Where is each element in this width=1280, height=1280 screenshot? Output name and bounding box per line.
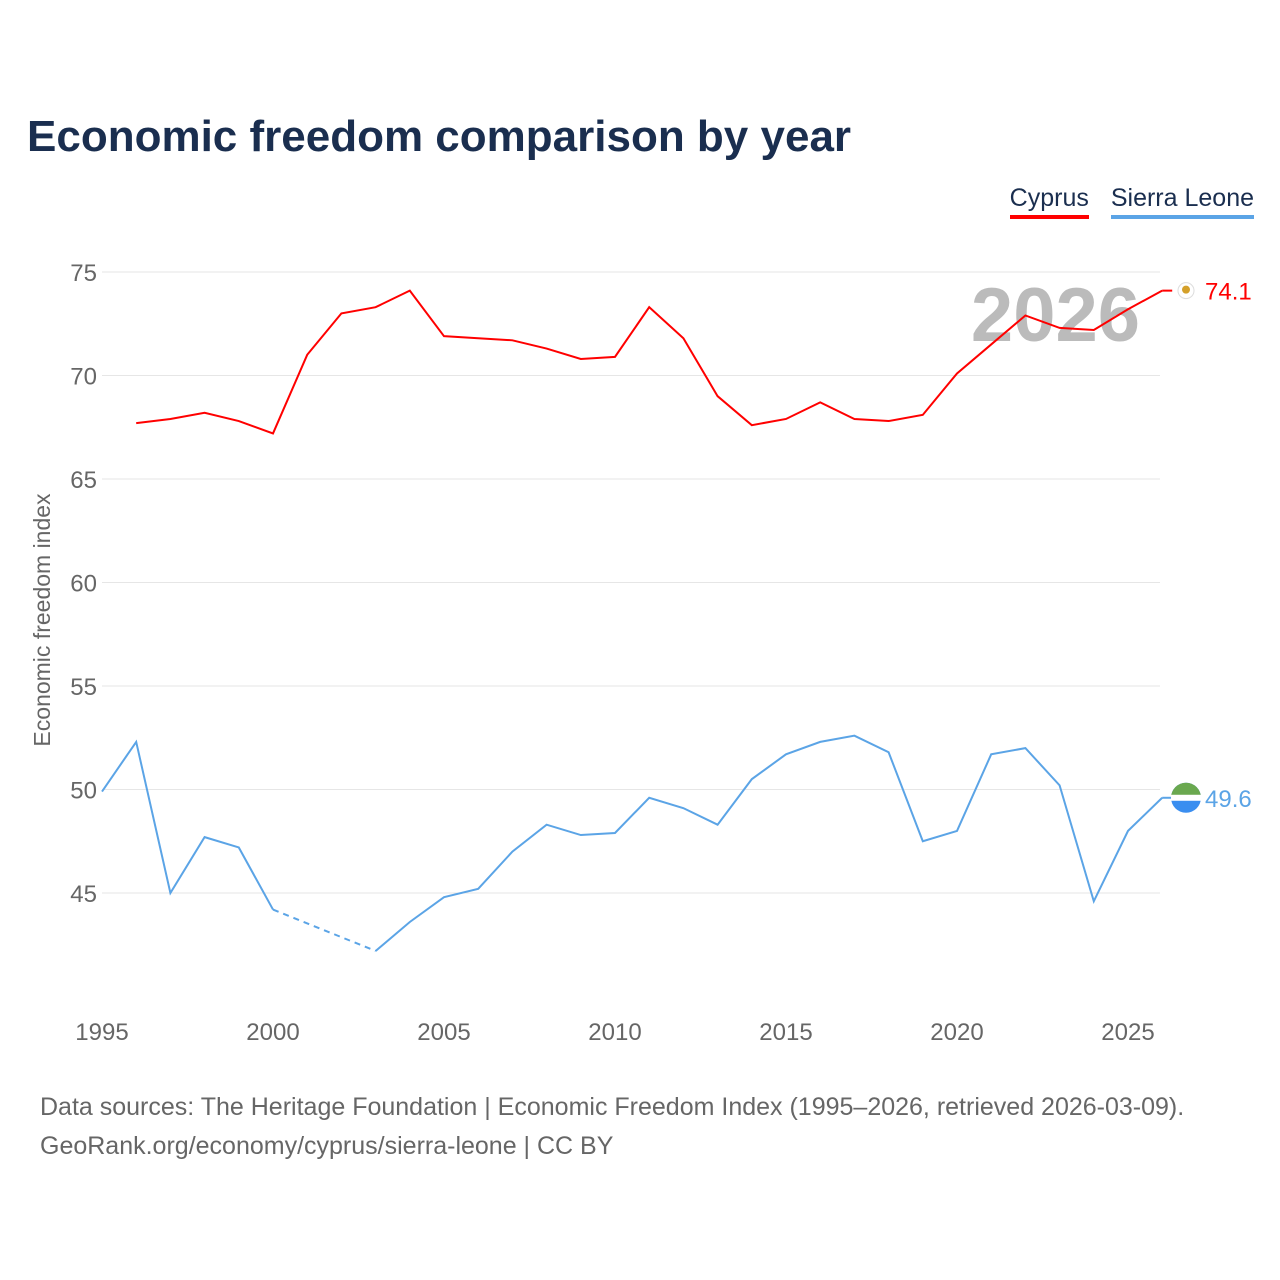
year-watermark: 2026: [971, 273, 1140, 358]
y-tick-label: 50: [70, 778, 97, 805]
x-tick-label: 2005: [417, 1019, 470, 1046]
end-value-label: 49.6: [1205, 786, 1252, 813]
series-line-sierra-leone: [101, 739, 274, 911]
flag-icon-map: [1182, 285, 1190, 294]
y-tick-label: 55: [70, 674, 97, 701]
y-tick-label: 70: [70, 364, 97, 391]
x-tick-label: 2000: [246, 1019, 299, 1046]
line-chart: 45 50 55 60 65 70 75 1995 2000 2005 2010 2015 2020 20…: [29, 260, 1252, 1046]
chart-title: Economic freedom comparison by year: [27, 112, 852, 161]
x-tick-label: 2025: [1101, 1019, 1154, 1046]
x-tick-label: 2015: [759, 1019, 812, 1046]
series-line-sierra-leone: [374, 734, 1163, 952]
y-tick-label: 75: [70, 260, 97, 287]
y-tick-label: 45: [70, 881, 97, 908]
legend-sierra-leone[interactable]: Sierra Leone: [1110, 184, 1254, 219]
flag-icon-white: [1171, 794, 1201, 801]
legend-cyprus[interactable]: Cyprus: [1009, 184, 1089, 219]
x-tick-label: 2020: [930, 1019, 983, 1046]
x-tick-label: 1995: [75, 1019, 128, 1046]
legend: Cyprus Sierra Leone: [1009, 184, 1254, 219]
series-gap-dashed: [272, 908, 376, 952]
source-line: Data sources: The Heritage Foundation | …: [40, 1093, 1185, 1121]
y-axis-label: Economic freedom index: [29, 493, 55, 747]
attribution-line: GeoRank.org/economy/cyprus/sierra-leone …: [40, 1132, 614, 1160]
y-tick-label: 60: [70, 571, 97, 598]
y-tick-label: 65: [70, 467, 97, 494]
footer: Data sources: The Heritage Foundation | …: [40, 1088, 1184, 1166]
end-value-label: 74.1: [1205, 279, 1252, 306]
flag-icon-green: [1171, 782, 1201, 798]
x-tick-label: 2010: [588, 1019, 641, 1046]
